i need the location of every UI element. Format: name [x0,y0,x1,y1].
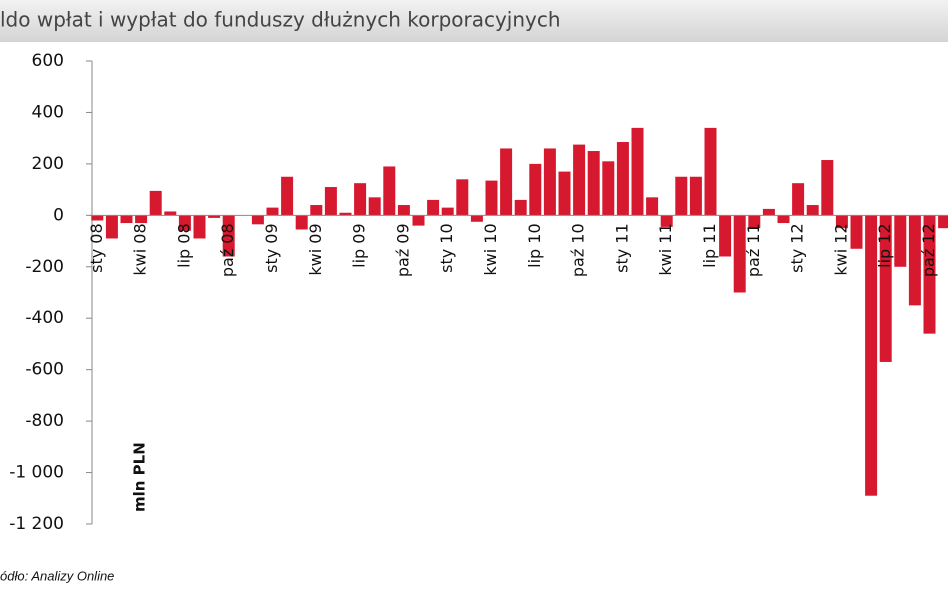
bar [397,205,410,216]
bar [631,127,644,216]
bar [208,215,221,218]
bar [178,215,191,231]
bar [485,180,498,216]
bar [324,187,337,216]
bar [646,197,659,216]
bar [806,205,819,216]
bar [120,215,133,224]
x-tick-label: paź 12 [919,223,938,277]
x-tick-label: kwi 12 [831,223,850,275]
bar [792,183,805,216]
bar [441,207,454,216]
x-tick-label: kwi 11 [656,223,675,275]
bar [835,215,848,229]
x-tick-label: kwi 08 [131,223,150,275]
bar [514,199,527,216]
x-tick-label: sty 12 [788,223,807,273]
bar [689,176,702,216]
source: ódło: Analizy Online [0,568,114,583]
y-tick-label: -600 [25,360,64,380]
bar [704,127,717,216]
x-tick-label: lip 08 [174,223,193,267]
bar [719,215,732,257]
bar [368,197,381,216]
bar [660,215,673,227]
chart-title: ldo wpłat i wypłat do funduszy dłużnych … [0,8,561,32]
x-tick-label: lip 10 [525,223,544,267]
bar [894,215,907,267]
x-tick-label: sty 08 [87,223,106,273]
y-tick-label: -1 000 [9,463,64,483]
x-tick-label: sty 11 [612,223,631,273]
bar [602,161,615,216]
bar [821,160,834,216]
bar [427,199,440,216]
x-tick-label: lip 11 [700,223,719,267]
x-tick-label: lip 12 [875,223,894,267]
bar [266,207,279,216]
y-tick-label: 200 [32,154,64,174]
bar [762,208,775,216]
bar [938,215,948,229]
y-tick-label: -800 [25,411,64,431]
bar [310,205,323,216]
bar [339,212,352,216]
bar [456,179,469,216]
bar [251,215,264,225]
bar [470,215,483,222]
bar [573,144,586,216]
y-tick-label: -1 200 [9,514,64,534]
bar [558,171,571,216]
bar [412,215,425,226]
y-tick-label: -400 [25,308,64,328]
y-tick-label: 0 [53,205,64,225]
bar [748,215,761,229]
bar [850,215,863,249]
bar [354,183,367,216]
x-tick-label: kwi 09 [306,223,325,275]
bar [865,215,878,496]
bar [222,215,235,257]
bar [105,215,118,239]
bar [777,215,790,224]
x-tick-label: sty 09 [262,223,281,273]
bar [543,148,556,216]
x-tick-label: paź 09 [393,223,412,277]
bar [675,176,688,216]
bar [500,148,513,216]
y-tick-label: 600 [32,51,64,71]
bar [529,163,542,216]
x-tick-label: lip 09 [350,223,369,267]
y-tick-label: 400 [32,102,64,122]
bar [193,215,206,239]
bar [91,215,104,221]
bar [587,151,600,216]
x-tick-label: sty 10 [437,223,456,273]
x-tick-label: paź 10 [569,223,588,277]
y-tick-label: -200 [25,257,64,277]
x-tick-label: kwi 10 [481,223,500,275]
bar [908,215,921,306]
bar [164,211,177,216]
bar [879,215,892,362]
y-axis-label: mln PLN [131,442,149,512]
bar [733,215,746,293]
bar [923,215,936,334]
bar [295,215,308,230]
title-bar [0,0,948,42]
bar [135,215,148,224]
x-tick-label: paź 08 [218,223,237,277]
bar [383,166,396,216]
bar [616,142,629,216]
bar [281,176,294,216]
x-tick-label: paź 11 [744,223,763,277]
bar [149,190,162,216]
